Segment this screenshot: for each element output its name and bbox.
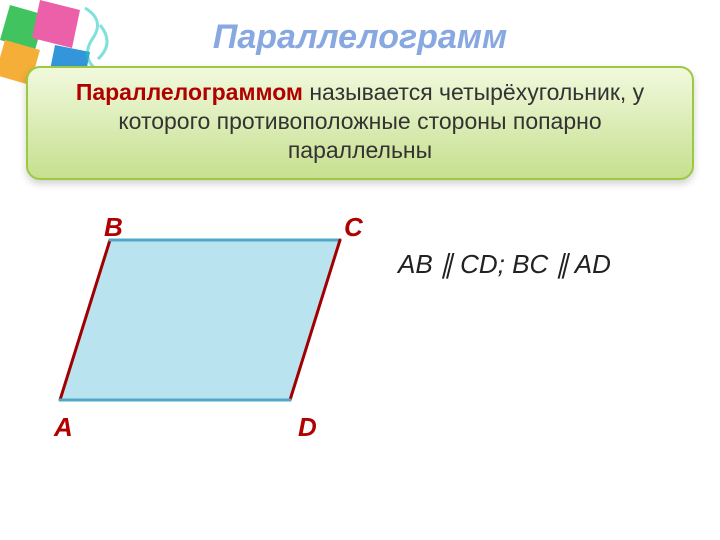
- vertex-label-b: B: [104, 212, 123, 243]
- vertex-label-d: D: [298, 412, 317, 443]
- parallel-formula: AB ∥ CD; BC ∥ AD: [398, 248, 678, 282]
- page-title: Параллелограмм: [0, 18, 720, 57]
- definition-box: Параллелограммом называется четырёхуголь…: [26, 66, 694, 180]
- definition-highlight: Параллелограммом: [76, 79, 303, 105]
- parallelogram-figure: A B C D: [40, 200, 380, 460]
- vertex-label-a: A: [54, 412, 73, 443]
- vertex-label-c: C: [344, 212, 363, 243]
